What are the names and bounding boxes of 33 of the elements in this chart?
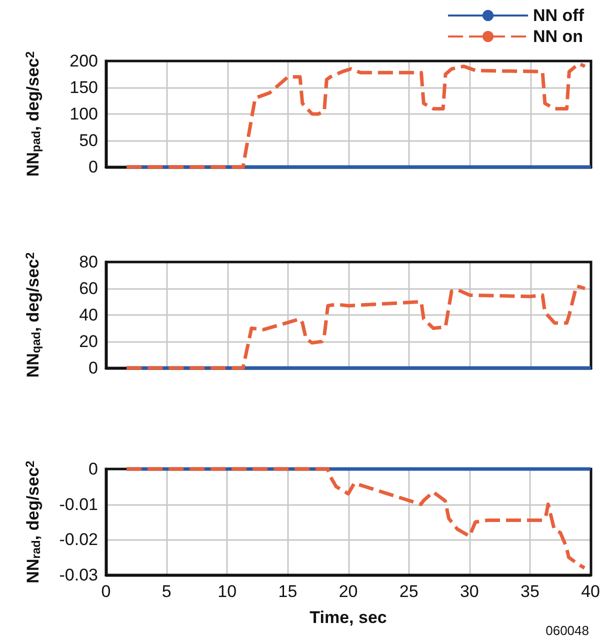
y-tick-label: 80 (79, 252, 98, 272)
x-tick-label: 30 (460, 582, 479, 601)
x-tick-label: 40 (581, 582, 600, 601)
text: 060048 (546, 623, 590, 638)
y-tick-label: -0.03 (59, 566, 98, 584)
x-tick-label: 10 (218, 582, 237, 601)
y-tick-label: -0.02 (59, 530, 98, 550)
y-tick-label: 20 (79, 332, 98, 351)
x-tick-label: 25 (399, 582, 418, 601)
y-tick-label: 50 (79, 131, 98, 150)
y-tick-label: 150 (70, 78, 98, 97)
y-tick-label: 60 (79, 279, 98, 298)
y-axis-title: NNpad, deg/sec2 (23, 51, 43, 177)
x-tick-label: 35 (520, 582, 540, 601)
y-tick-label: 0 (88, 460, 98, 478)
x-axis-title: Time, sec (310, 608, 387, 627)
line-series (124, 62, 587, 169)
y-axis-title: NNqad, deg/sec2 (23, 252, 43, 378)
y-tick-label: -0.01 (59, 494, 98, 514)
legend-label: NN off (533, 6, 584, 25)
y-tick-label: 40 (79, 306, 98, 324)
line-series (124, 284, 587, 370)
x-tick-label: 5 (162, 582, 172, 601)
x-tick-label: 15 (278, 582, 298, 601)
y-axis-title: NNrad, deg/sec2 (23, 460, 43, 584)
line-series (124, 467, 586, 570)
y-tick-label: 200 (70, 52, 98, 70)
y-tick-label: 0 (88, 158, 98, 176)
y-tick-label: 100 (70, 104, 98, 124)
x-tick-label: 20 (338, 582, 358, 601)
y-tick-label: 0 (88, 358, 98, 378)
legend-label: NN on (533, 27, 584, 46)
x-tick-label: 0 (101, 582, 111, 601)
